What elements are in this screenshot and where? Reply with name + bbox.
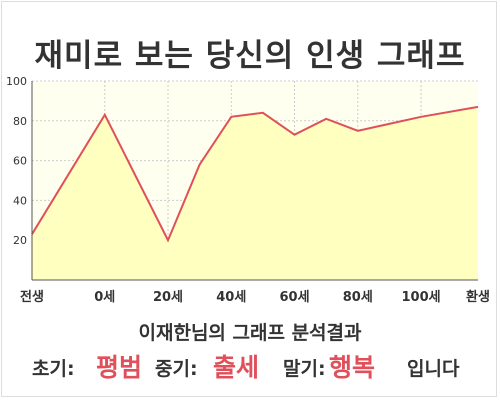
late-label: 말기:	[283, 358, 326, 380]
x-tick-label: 환생	[466, 289, 490, 305]
x-tick-labels: 전생 0세 20세 40세 60세 80세 100세 환생	[20, 289, 490, 305]
late-value: 행복	[329, 353, 376, 382]
y-tick-label: 80	[13, 115, 27, 128]
x-tick-label: 100세	[402, 290, 441, 305]
x-tick-label: 0세	[94, 290, 115, 305]
early-label: 초기:	[32, 358, 75, 380]
early-value: 평범	[96, 353, 143, 382]
x-tick-label: 80세	[343, 290, 373, 305]
y-tick-label: 20	[13, 234, 27, 247]
mid-value: 출세	[213, 353, 260, 382]
y-tick-label: 100	[6, 75, 27, 88]
analysis-subtitle: 이재한님의 그래프 분석결과	[138, 322, 362, 344]
x-tick-label: 40세	[216, 290, 246, 305]
y-tick-label: 60	[13, 155, 27, 168]
analysis-result: 초기: 평범 중기: 출세 말기: 행복 입니다	[0, 346, 500, 382]
y-tick-labels: 20 40 60 80 100	[6, 75, 27, 247]
series-area	[32, 106, 478, 281]
result-suffix: 입니다	[407, 358, 460, 380]
y-tick-label: 40	[13, 194, 27, 207]
axes	[31, 81, 478, 281]
page-title: 재미로 보는 당신의 인생 그래프	[34, 38, 466, 74]
series-line	[31, 105, 479, 243]
x-tick-label: 전생	[20, 289, 44, 305]
mid-label: 중기:	[155, 358, 198, 380]
x-tick-label: 20세	[153, 290, 183, 305]
x-tick-label: 60세	[280, 290, 310, 305]
